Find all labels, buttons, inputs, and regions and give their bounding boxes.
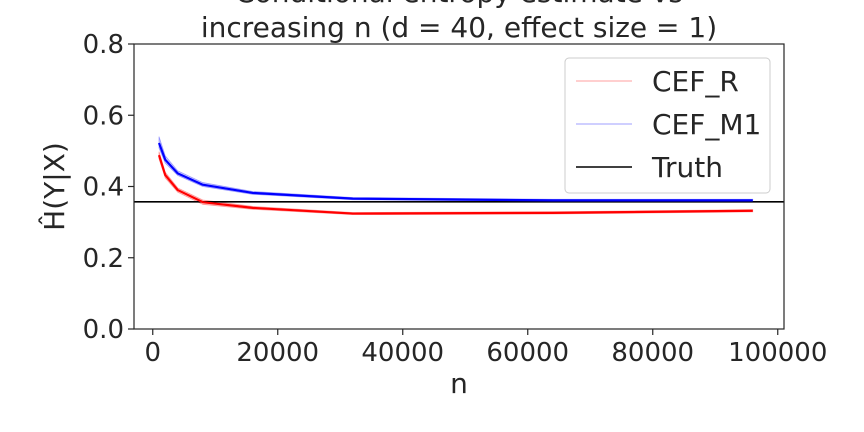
x-axis: 0 20000 40000 60000 80000 100000 bbox=[144, 329, 827, 368]
x-tick-label: 60000 bbox=[486, 338, 569, 368]
y-axis: 0.0 0.2 0.4 0.6 0.8 bbox=[83, 30, 134, 345]
line-cef-r bbox=[157, 154, 753, 215]
x-tick-label: 20000 bbox=[236, 338, 319, 368]
y-tick-label: 0.6 bbox=[83, 101, 124, 131]
legend-label-truth: Truth bbox=[651, 151, 723, 184]
series-lines bbox=[134, 142, 784, 215]
legend-label-cef-r: CEF_R bbox=[652, 65, 739, 98]
y-tick-label: 0.4 bbox=[83, 173, 124, 203]
legend-box bbox=[564, 57, 771, 194]
x-tick-label: 100000 bbox=[728, 338, 827, 368]
y-axis-label: Ĥ(Y|X) bbox=[37, 142, 71, 231]
x-axis-label: n bbox=[450, 367, 468, 400]
x-tick-label: 80000 bbox=[611, 338, 694, 368]
chart-title: Conditional entropy estimate vs increasin… bbox=[201, 0, 717, 44]
line-cef-m1 bbox=[157, 142, 753, 202]
chart-title-line-1: Conditional entropy estimate vs bbox=[235, 0, 683, 9]
y-tick-label: 0.2 bbox=[83, 244, 124, 274]
chart-title-line-2: increasing n (d = 40, effect size = 1) bbox=[201, 11, 717, 44]
y-tick-label: 0.8 bbox=[83, 30, 124, 60]
x-tick-label: 0 bbox=[144, 338, 161, 368]
x-tick-label: 40000 bbox=[361, 338, 444, 368]
legend-label-cef-m1: CEF_M1 bbox=[652, 108, 761, 141]
y-tick-label: 0.0 bbox=[83, 315, 124, 345]
legend: CEF_R CEF_M1 Truth bbox=[564, 57, 771, 194]
